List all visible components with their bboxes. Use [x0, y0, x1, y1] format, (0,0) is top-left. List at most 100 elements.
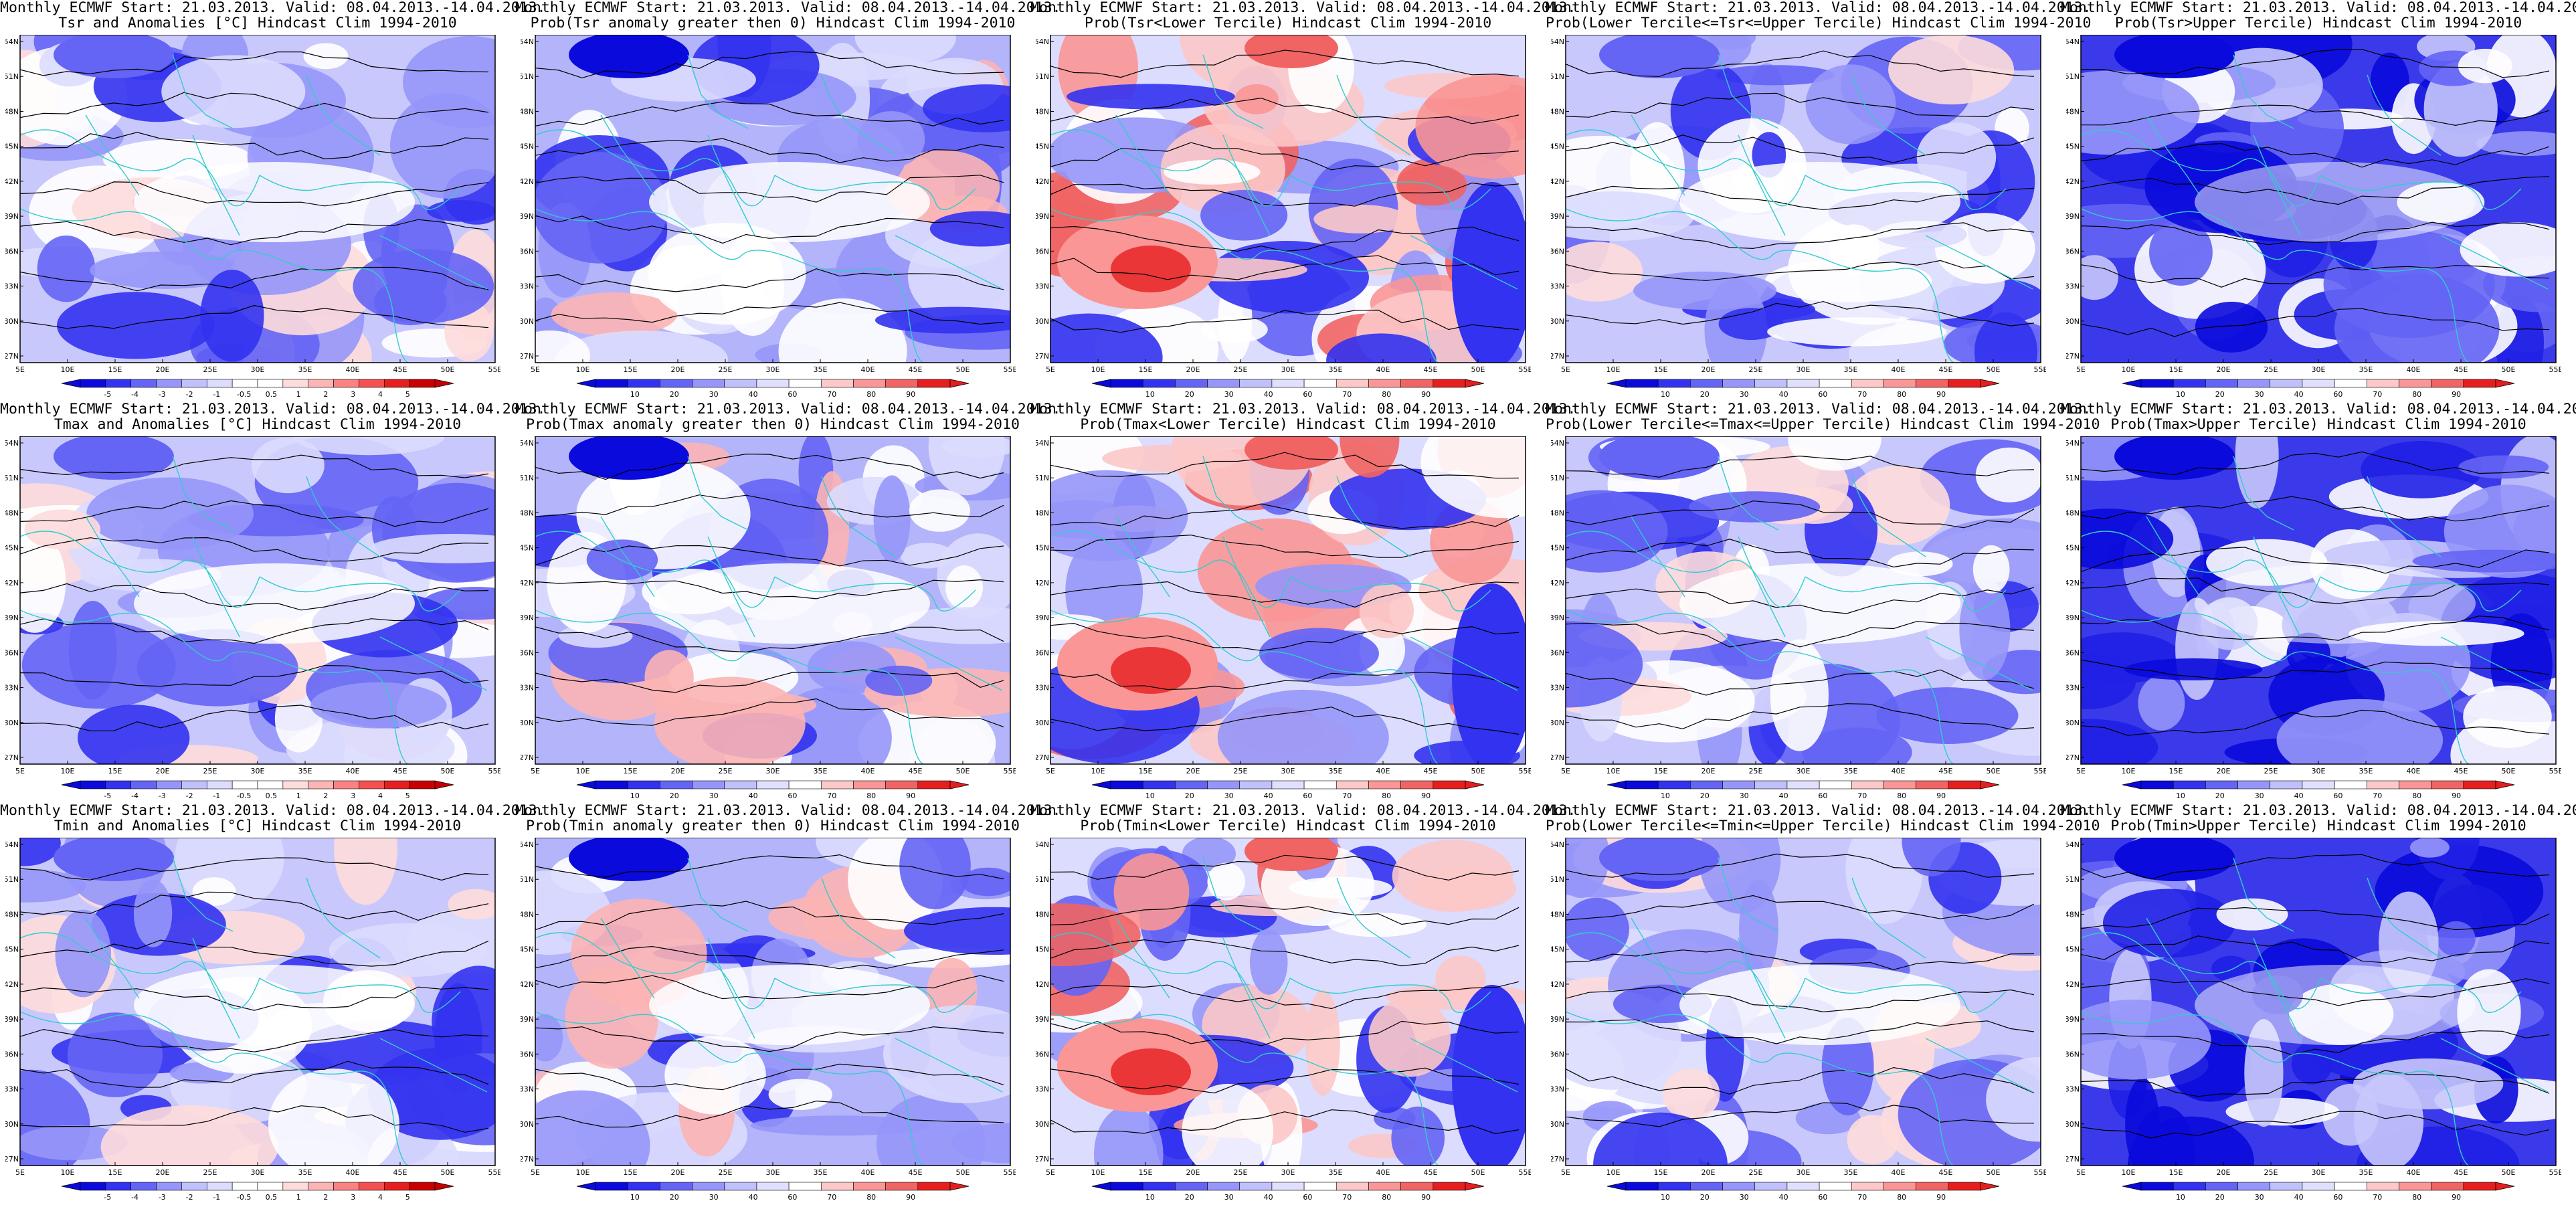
lat-tick-label: 48N — [5, 910, 19, 919]
map-area: 54N 51N 48N 45N 42N 39N 36N 33N 30N 27N 5E 10E 15E 20… — [5, 436, 500, 775]
colorbar-swatch — [660, 780, 693, 790]
lon-tick-label: 35E — [1844, 767, 1858, 775]
lon-tick-label: 40E — [2407, 767, 2421, 775]
colorbar-tick-label: 90 — [906, 390, 915, 399]
colorbar-swatch — [333, 1182, 359, 1191]
colorbar-swatch — [917, 379, 951, 388]
colorbar-tick-label: 70 — [1342, 792, 1352, 800]
colorbar-swatch — [359, 1182, 385, 1191]
lon-tick-label: 15E — [624, 1168, 638, 1177]
colorbar-tick-label: 1 — [296, 1193, 301, 1202]
colorbar-swatch — [820, 1182, 854, 1191]
colorbar-swatch — [1336, 780, 1369, 790]
colorbar-swatch — [2205, 1182, 2238, 1191]
colorbar-tick-label: 2 — [323, 1193, 328, 1202]
colorbar-tick-label: 70 — [1342, 1193, 1352, 1202]
lon-tick-label: 15E — [108, 1168, 122, 1177]
coastlines-borders — [20, 456, 488, 764]
lon-tick-label: 55E — [1519, 1168, 1531, 1177]
lat-tick-label: 39N — [521, 1015, 534, 1024]
colorbar-swatch — [2366, 780, 2399, 790]
lon-tick-label: 15E — [1139, 365, 1153, 374]
colorbar-swatch — [724, 1182, 757, 1191]
lat-tick-label: 48N — [2066, 107, 2080, 116]
colorbar-legend: 10 20 30 40 60 70 80 90 — [1091, 1181, 1485, 1202]
lat-tick-label: 54N — [1036, 37, 1049, 46]
lat-tick-label: 30N — [1551, 1120, 1564, 1129]
lat-tick-label: 51N — [5, 474, 19, 482]
colorbar-svg: -5 -4 -3 -2 -1 -0.5 0.5 1 2 3 4 5 — [61, 780, 454, 800]
lon-tick-label: 30E — [1281, 1168, 1295, 1177]
lon-tick-label: 15E — [2169, 1168, 2183, 1177]
colorbar-tick-label: 90 — [1421, 1193, 1431, 1202]
colorbar-swatch — [627, 1182, 660, 1191]
colorbar-swatch — [1754, 780, 1788, 790]
anomaly-shading — [1566, 838, 2041, 1166]
lon-tick-label: 25E — [203, 365, 217, 374]
colorbar-swatch — [1657, 379, 1691, 388]
lat-tick-label: 27N — [1551, 352, 1564, 361]
colorbar-tick-label: 10 — [2176, 792, 2185, 800]
forecast-map-panel: Monthly ECMWF Start: 21.03.2013. Valid: … — [2061, 401, 2576, 803]
lat-tick-label: 27N — [521, 1155, 534, 1164]
lon-tick-label: 40E — [2407, 365, 2421, 374]
lat-tick-label: 54N — [521, 37, 534, 46]
lat-tick-label: 51N — [1036, 875, 1049, 884]
map-area: 54N 51N 48N 45N 42N 39N 36N 33N 30N 27N 5E 10E 15E 20… — [5, 838, 500, 1177]
map-svg: 54N 51N 48N 45N 42N 39N 36N 33N 30N 27N 5E 10E 15E 20… — [1551, 35, 2046, 374]
map-area: 54N 51N 48N 45N 42N 39N 36N 33N 30N 27N 5E 10E 15E 20… — [1551, 436, 2046, 775]
colorbar-swatch — [1433, 780, 1466, 790]
colorbar-swatch — [2463, 780, 2496, 790]
colorbar-swatch — [820, 780, 854, 790]
colorbar-swatch — [2205, 379, 2238, 388]
forecast-map-panel: Monthly ECMWF Start: 21.03.2013. Valid: … — [1546, 0, 2091, 401]
lon-tick-label: 45E — [393, 767, 407, 775]
colorbar-tick-label: 10 — [1661, 1193, 1670, 1202]
lat-tick-label: 36N — [1036, 1050, 1049, 1058]
lon-tick-label: 40E — [1376, 1168, 1390, 1177]
colorbar-tick-label: 70 — [1342, 390, 1352, 399]
temperature-contours — [20, 52, 489, 329]
panel-title: Monthly ECMWF Start: 21.03.2013. Valid: … — [515, 803, 1061, 834]
lat-tick-label: 48N — [521, 910, 534, 919]
colorbar-swatch — [853, 780, 886, 790]
colorbar-swatch — [105, 379, 132, 388]
colorbar-tick-label: 40 — [1264, 390, 1273, 399]
colorbar-tick-label: 5 — [405, 792, 410, 800]
lat-tick-label: 42N — [1551, 177, 1564, 186]
lon-tick-label: 30E — [1281, 365, 1295, 374]
colorbar-swatch — [1142, 1182, 1176, 1191]
lon-tick-label: 50E — [956, 365, 970, 374]
lon-tick-label: 45E — [2454, 767, 2468, 775]
lat-tick-label: 33N — [5, 684, 19, 692]
panel-title-line2: Prob(Tmin>Upper Tercile) Hindcast Clim 1… — [2110, 818, 2526, 834]
lat-tick-label: 36N — [5, 247, 19, 256]
colorbar-swatch — [2173, 780, 2206, 790]
lat-tick-label: 42N — [521, 980, 534, 989]
colorbar-tick-label: -3 — [159, 1193, 166, 1202]
colorbar-tick-label: 90 — [1936, 792, 1946, 800]
colorbar-swatch — [2431, 1182, 2464, 1191]
colorbar-swatch — [1916, 780, 1949, 790]
lon-tick-label: 30E — [1797, 1168, 1811, 1177]
lon-tick-label: 40E — [2407, 1168, 2421, 1177]
map-svg: 54N 51N 48N 45N 42N 39N 36N 33N 30N 27N 5E 10E 15E 20… — [5, 436, 500, 775]
lon-tick-label: 55E — [488, 365, 500, 374]
lat-tick-label: 30N — [2066, 719, 2080, 727]
colorbar-swatch — [627, 379, 660, 388]
colorbar-swatch — [2237, 379, 2271, 388]
lat-tick-label: 42N — [1551, 980, 1564, 989]
panel-title-line1: Monthly ECMWF Start: 21.03.2013. Valid: … — [0, 802, 546, 819]
lat-tick-label: 39N — [2066, 614, 2080, 622]
colorbar-swatch — [595, 780, 628, 790]
lon-tick-label: 50E — [1471, 767, 1485, 775]
lat-tick-label: 27N — [2066, 1155, 2080, 1164]
colorbar-swatch — [756, 379, 790, 388]
anomaly-shading — [1050, 838, 1526, 1166]
colorbar-swatch — [1916, 1182, 1949, 1191]
lat-tick-label: 48N — [2066, 910, 2080, 919]
lon-tick-label: 10E — [2122, 767, 2136, 775]
colorbar-tick-label: 4 — [378, 792, 383, 800]
colorbar-swatch — [156, 780, 182, 790]
lon-tick-label: 50E — [1471, 365, 1485, 374]
